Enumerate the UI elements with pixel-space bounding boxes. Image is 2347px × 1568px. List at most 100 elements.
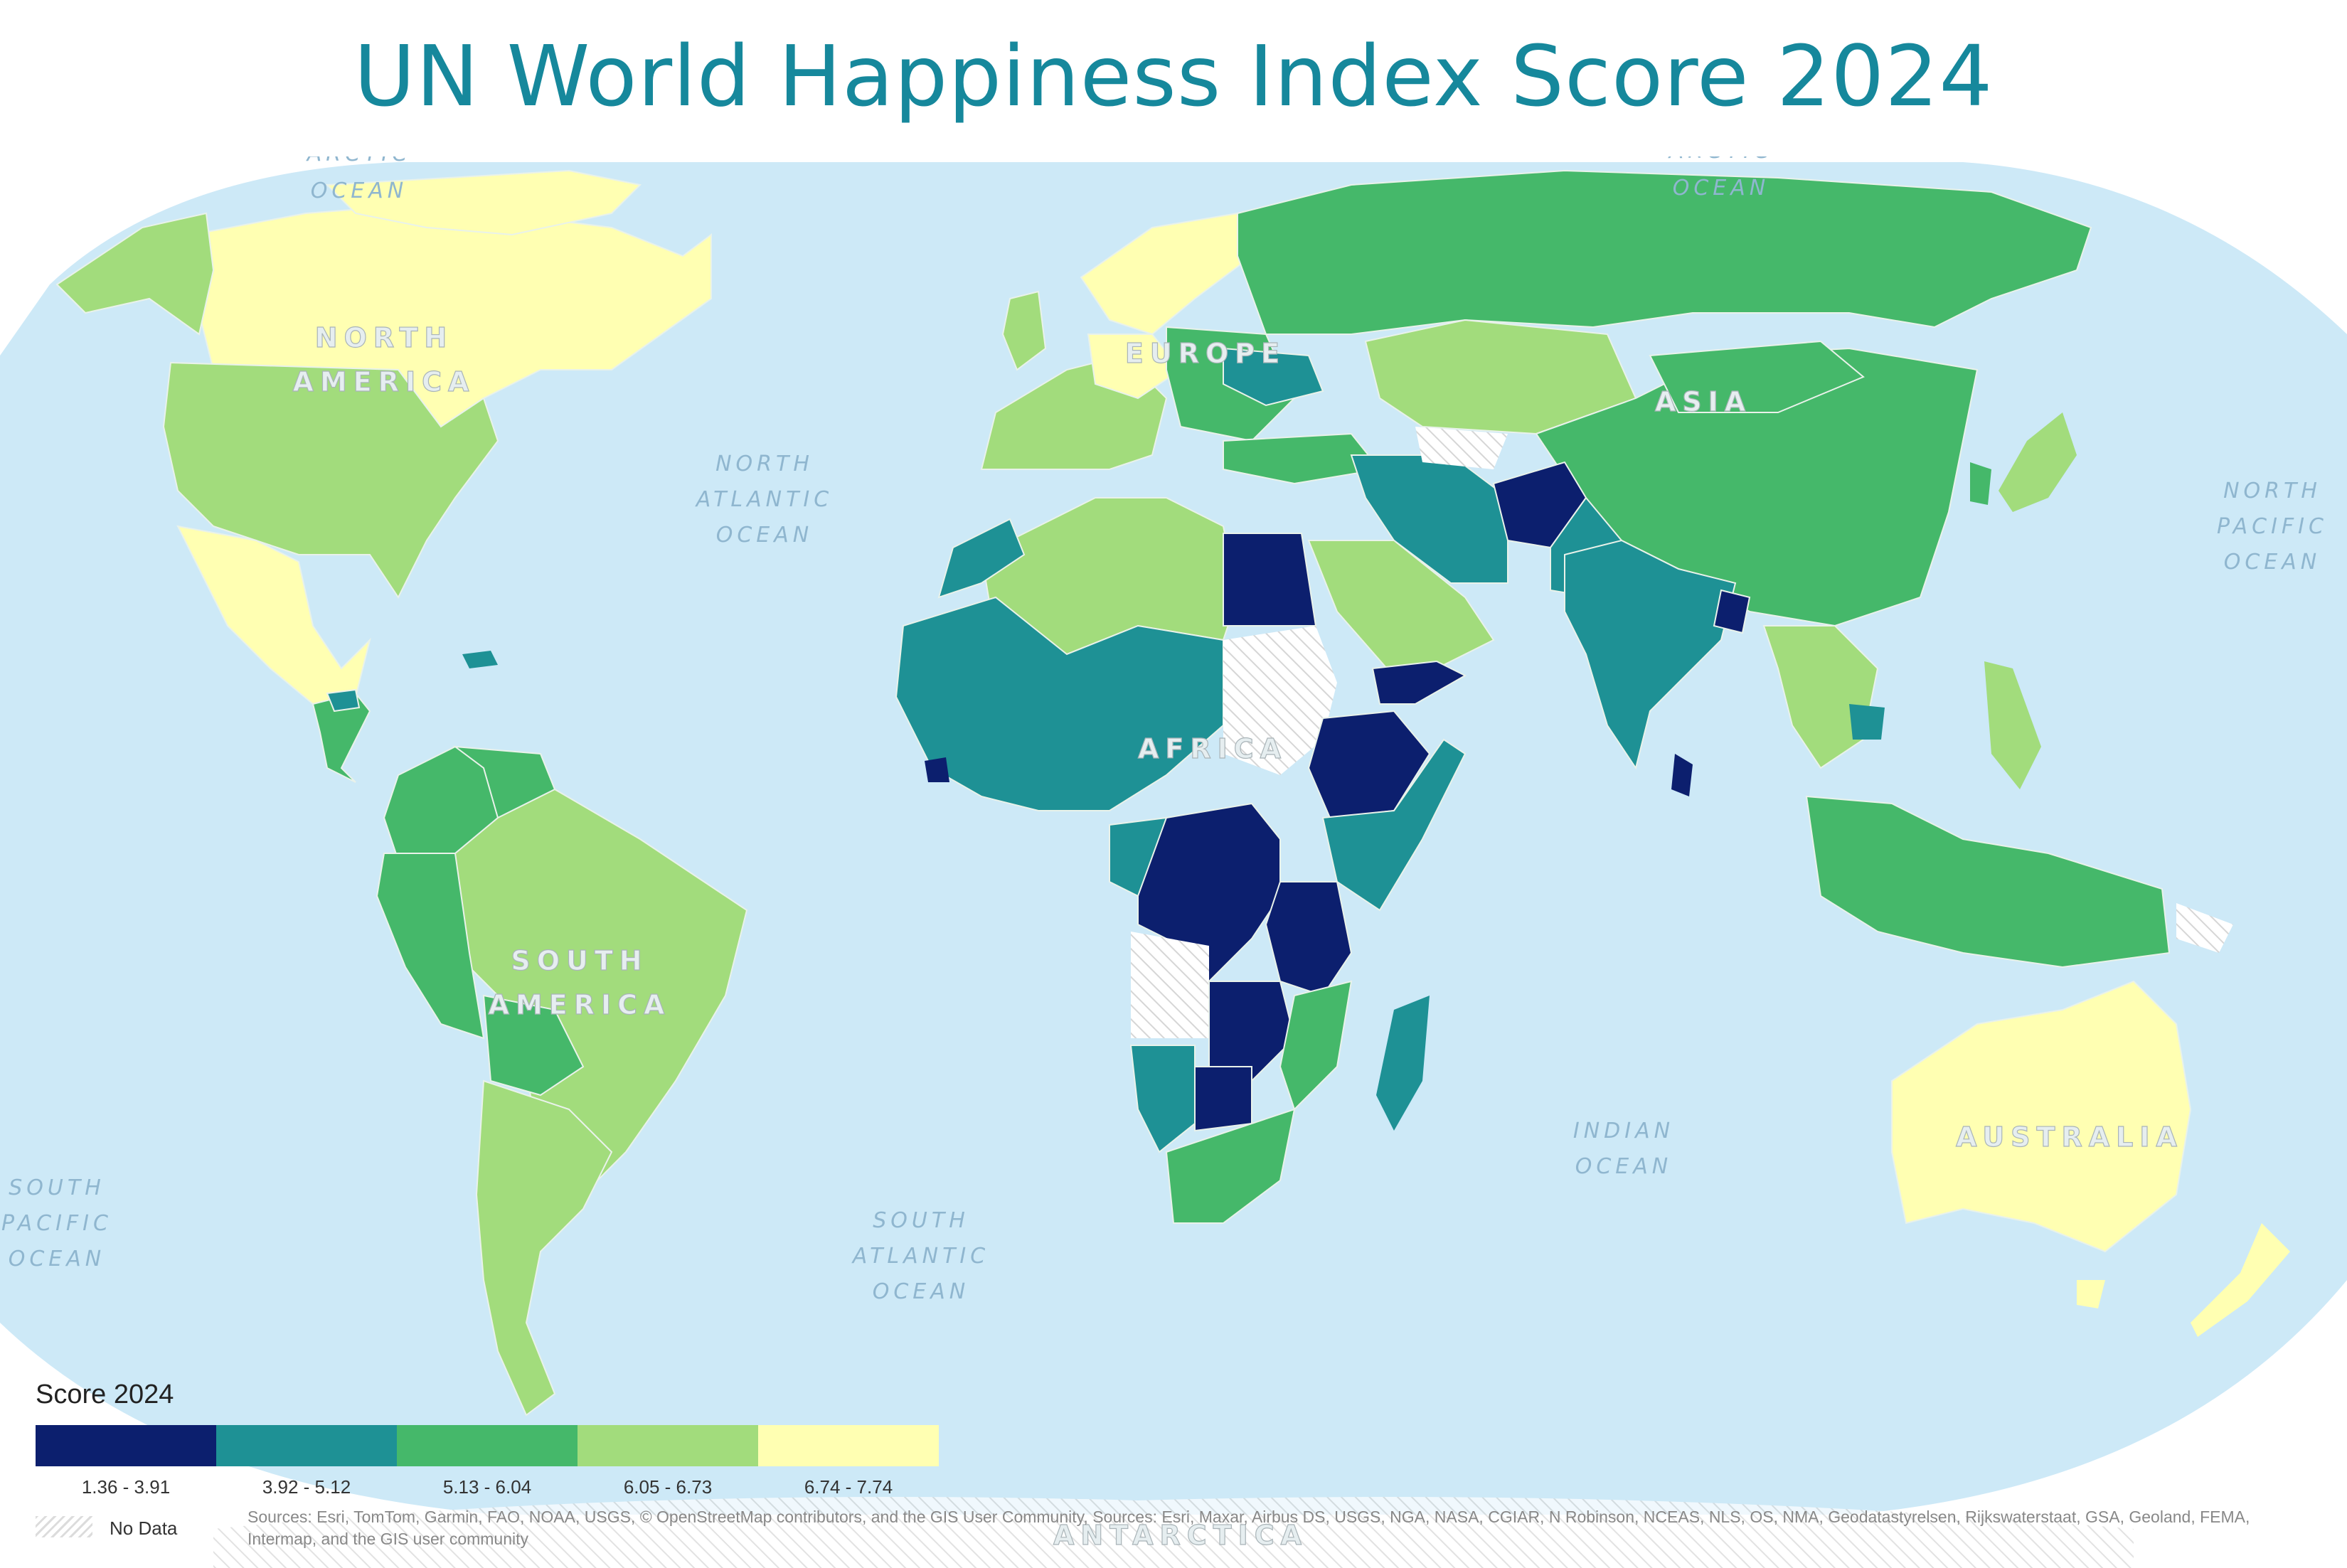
country-bangladesh[interactable] (1713, 589, 1751, 634)
svg-text:NORTH: NORTH (2223, 479, 2321, 503)
svg-text:SOUTH: SOUTH (511, 945, 648, 976)
continent-label-australia: AUSTRALIA (1956, 1121, 2183, 1153)
legend-no-data: No Data (36, 1515, 249, 1543)
legend-swatch-5 (758, 1425, 939, 1466)
svg-text:SOUTH: SOUTH (873, 1208, 969, 1233)
country-peru[interactable] (376, 853, 485, 1040)
country-nodata-papua-new-guinea[interactable] (2176, 903, 2233, 953)
country-honduras[interactable] (326, 688, 361, 713)
country-australia[interactable] (1891, 980, 2192, 1253)
svg-text:INDIAN: INDIAN (1573, 1119, 1674, 1143)
legend: Score 2024 1.36 - 3.91 3.92 - 5.12 5.13 … (36, 1380, 953, 1550)
country-venezuela[interactable] (452, 745, 556, 819)
svg-text:PACIFIC: PACIFIC (1, 1211, 112, 1236)
country-morocco[interactable] (937, 518, 1026, 599)
svg-text:AMERICA: AMERICA (489, 989, 671, 1020)
country-japan[interactable] (1999, 412, 2077, 512)
svg-text:SOUTH: SOUTH (9, 1175, 105, 1200)
ocean-label-north-pacific: NORTH PACIFIC OCEAN (2217, 479, 2328, 575)
country-sri-lanka[interactable] (1671, 754, 1693, 796)
country-indonesia[interactable] (1805, 795, 2171, 969)
legend-color-bar (36, 1425, 939, 1466)
country-ukraine[interactable] (1223, 347, 1324, 407)
country-russia[interactable] (1237, 169, 2092, 335)
country-dominican-republic[interactable] (462, 651, 498, 668)
country-bolivia[interactable] (482, 994, 585, 1097)
country-mozambique[interactable] (1279, 980, 1353, 1111)
ocean-label-south-pacific: SOUTH PACIFIC OCEAN (1, 1175, 112, 1271)
antarctica (213, 1497, 2134, 1568)
country-liberia[interactable] (925, 757, 949, 782)
ocean-label-indian: INDIAN OCEAN (1573, 1119, 1674, 1179)
country-central-america[interactable] (312, 692, 371, 783)
svg-text:AMERICA: AMERICA (293, 366, 476, 398)
country-greenland[interactable] (325, 169, 642, 236)
legend-labels: 1.36 - 3.91 3.92 - 5.12 5.13 - 6.04 6.05… (36, 1476, 939, 1498)
svg-text:OCEAN: OCEAN (1575, 1154, 1672, 1179)
country-central-europe[interactable] (1087, 334, 1182, 400)
country-alaska-usa[interactable] (55, 212, 215, 336)
continent-label-south-america: SOUTH AMERICA (488, 944, 671, 1020)
ocean-label-south-atlantic: SOUTH ATLANTIC OCEAN (851, 1208, 989, 1304)
continent-label-antarctica: ANTARCTICA (1053, 1520, 1308, 1551)
country-gabon-congo[interactable] (1109, 816, 1168, 897)
legend-label-5: 6.74 - 7.74 (804, 1476, 893, 1498)
country-somalia-kenya[interactable] (1321, 738, 1467, 912)
svg-text:ATLANTIC: ATLANTIC (695, 487, 833, 512)
country-zambia-zimbabwe[interactable] (1208, 981, 1296, 1082)
country-yemen[interactable] (1371, 660, 1467, 705)
continent-label-europe: EUROPE (1125, 338, 1286, 369)
svg-text:ATLANTIC: ATLANTIC (851, 1244, 989, 1269)
svg-text:OCEAN: OCEAN (311, 178, 408, 203)
continent-label-asia: ASIA (1655, 386, 1752, 417)
country-nodata-angola[interactable] (1131, 932, 1209, 1038)
no-data-label: No Data (110, 1518, 178, 1539)
country-mongolia[interactable] (1649, 340, 1865, 413)
legend-label-1: 1.36 - 3.91 (81, 1476, 171, 1498)
country-tasmania[interactable] (2077, 1280, 2105, 1308)
ocean-label-north-atlantic: NORTH ATLANTIC OCEAN (695, 452, 833, 548)
legend-swatch-3 (397, 1425, 578, 1466)
legend-title: Score 2024 (36, 1380, 174, 1409)
world-map[interactable]: ARCTIC OCEAN ARCTIC OCEAN NORTH ATLANTIC… (0, 156, 2347, 1568)
country-new-zealand[interactable] (2191, 1223, 2290, 1337)
country-korea[interactable] (1970, 462, 1991, 505)
country-scandinavia[interactable] (1080, 212, 1253, 336)
country-botswana[interactable] (1194, 1066, 1252, 1132)
legend-label-4: 6.05 - 6.73 (623, 1476, 713, 1498)
country-usa[interactable] (162, 361, 499, 599)
country-madagascar[interactable] (1376, 996, 1430, 1131)
svg-text:ARCTIC: ARCTIC (306, 156, 411, 166)
country-south-africa[interactable] (1165, 1108, 1296, 1224)
country-mexico[interactable] (176, 525, 371, 705)
country-nodata-turkmenistan[interactable] (1415, 427, 1508, 469)
continent-label-north-america: NORTH AMERICA (292, 321, 476, 398)
country-saudi-arabia[interactable] (1307, 540, 1495, 669)
country-uk[interactable] (1001, 290, 1047, 371)
svg-text:OCEAN: OCEAN (716, 523, 813, 548)
svg-text:NORTH: NORTH (715, 452, 814, 476)
svg-text:OCEAN: OCEAN (1673, 176, 1769, 201)
country-egypt[interactable] (1223, 533, 1317, 626)
country-southeast-asia[interactable] (1762, 625, 1879, 769)
ocean-label-arctic-east: ARCTIC OCEAN (1668, 156, 1773, 201)
country-philippines[interactable] (1984, 661, 2041, 789)
country-argentina-chile[interactable] (475, 1079, 613, 1417)
country-nodata-sudan[interactable] (1223, 626, 1337, 775)
legend-swatch-1 (36, 1425, 216, 1466)
legend-label-3: 5.13 - 6.04 (442, 1476, 532, 1498)
legend-swatch-4 (578, 1425, 758, 1466)
legend-label-2: 3.92 - 5.12 (262, 1476, 351, 1498)
svg-text:PACIFIC: PACIFIC (2217, 514, 2328, 539)
svg-text:OCEAN: OCEAN (873, 1279, 969, 1304)
country-india[interactable] (1564, 539, 1737, 770)
country-turkey[interactable] (1223, 432, 1381, 485)
map-title: UN World Happiness Index Score 2024 (353, 27, 1994, 125)
svg-text:OCEAN: OCEAN (9, 1247, 105, 1271)
country-cambodia[interactable] (1849, 704, 1885, 740)
svg-text:OCEAN: OCEAN (2224, 550, 2321, 575)
country-namibia[interactable] (1129, 1045, 1196, 1153)
ocean-label-arctic-west: ARCTIC OCEAN (306, 156, 411, 203)
sources-attribution: Sources: Esri, TomTom, Garmin, FAO, NOAA… (248, 1508, 2250, 1548)
svg-text:ARCTIC: ARCTIC (1668, 156, 1773, 164)
